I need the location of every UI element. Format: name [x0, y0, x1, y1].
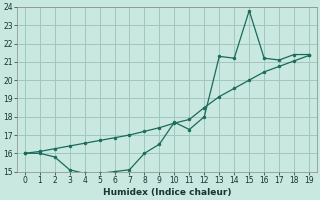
X-axis label: Humidex (Indice chaleur): Humidex (Indice chaleur)	[103, 188, 231, 197]
